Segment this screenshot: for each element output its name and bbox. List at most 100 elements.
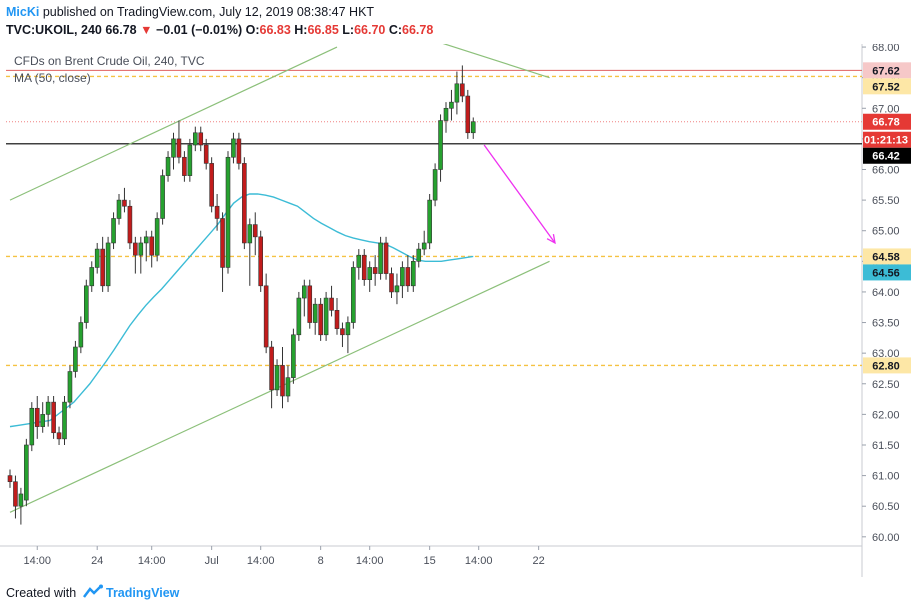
candle-body (345, 322, 351, 336)
ohlc-line: TVC:UKOIL, 240 66.78 ▼ −0.01 (−0.01%) O:… (6, 23, 433, 37)
candle-body (258, 236, 264, 287)
plot-layer (6, 44, 862, 525)
author-link[interactable]: MicKi (6, 5, 40, 19)
candle-body (252, 224, 258, 238)
candle-body (280, 365, 285, 397)
candle-body (198, 132, 204, 146)
chart-header: MicKi published on TradingView.com, July… (0, 0, 920, 44)
candle-body (465, 95, 471, 134)
candle-body (225, 156, 231, 268)
candle-body (24, 444, 29, 501)
candle-body (18, 493, 24, 507)
last-price: 66.78 (105, 23, 137, 37)
candle-body (209, 163, 214, 207)
ma-50-line (9, 193, 474, 428)
candle-body (389, 273, 394, 293)
candle-body (296, 297, 302, 336)
open-label: O: (245, 23, 260, 37)
candle-body (427, 199, 432, 244)
candle-body (372, 267, 378, 274)
candle-body (40, 414, 46, 427)
y-tick-label: 67.00 (872, 103, 900, 115)
candle-body (45, 401, 51, 415)
y-tick-label: 63.50 (872, 318, 900, 330)
candle-body (78, 322, 84, 348)
price-badge (863, 113, 911, 130)
candle-body (62, 401, 67, 440)
candle-body (34, 407, 40, 427)
candle-body (84, 285, 89, 323)
candle-body (470, 121, 476, 134)
x-tick-label: 22 (533, 555, 545, 567)
publish-line: MicKi published on TradingView.com, July… (6, 5, 374, 19)
price-badge-label: 67.52 (872, 81, 900, 93)
candle-body (236, 138, 242, 164)
y-tick-label: 68.00 (872, 44, 900, 54)
candle-body (220, 218, 225, 268)
candle-body (312, 303, 318, 323)
candle-body (182, 156, 187, 176)
down-arrow-icon: ▼ (140, 23, 153, 37)
candle-body (7, 475, 13, 483)
candle-body (122, 199, 127, 207)
tradingview-logo-icon (83, 584, 103, 598)
x-tick-label: 14:00 (247, 555, 275, 567)
candle-body (410, 261, 416, 287)
candle-body (405, 267, 411, 287)
candle-body (94, 248, 100, 268)
candle-body (51, 401, 56, 434)
price-badge-label: 64.58 (872, 251, 900, 263)
candle-body (105, 242, 111, 287)
candle-body (274, 365, 280, 391)
x-tick-label: 15 (424, 555, 436, 567)
created-with-text: Created with (6, 586, 77, 600)
ma-indicator-label[interactable]: MA (50, close) (14, 71, 91, 85)
candle-body (116, 199, 122, 219)
candle-body (13, 481, 18, 507)
candle-body (143, 236, 149, 244)
candle-body (307, 285, 313, 323)
candle-body (29, 407, 35, 446)
candle-body (73, 346, 78, 372)
price-badge-label: 66.78 (872, 117, 900, 129)
candle-body (203, 144, 209, 164)
y-tick-label: 63.00 (872, 348, 900, 360)
candle-body (176, 138, 182, 158)
candle-body (100, 248, 105, 287)
x-tick-label: 14:00 (138, 555, 166, 567)
y-tick-label: 64.00 (872, 287, 900, 299)
candle-body (67, 371, 73, 403)
candle-body (378, 242, 383, 274)
chart-legend: CFDs on Brent Crude Oil, 240, TVC MA (50… (14, 53, 205, 87)
candle-body (138, 242, 144, 256)
price-badge-label: 66.42 (872, 151, 900, 163)
candle-body (133, 242, 138, 256)
price-badge-label: 67.62 (872, 65, 900, 77)
candle-body (187, 144, 193, 176)
y-tick-label: 62.00 (872, 409, 900, 421)
x-tick-label: 14:00 (465, 555, 493, 567)
plot-area (6, 44, 862, 546)
candle-body (285, 377, 291, 397)
tradingview-brand[interactable]: TradingView (106, 586, 180, 600)
candle-body (361, 254, 367, 280)
candle-body (171, 138, 176, 158)
price-badge (863, 147, 911, 164)
price-badge (863, 264, 911, 281)
candle-body (334, 310, 340, 329)
change-value: −0.01 (−0.01%) (155, 23, 243, 37)
y-tick-label: 65.50 (872, 195, 900, 207)
y-tick-label: 61.50 (872, 440, 900, 452)
high-label: H: (294, 23, 308, 37)
candle-body (214, 205, 220, 219)
price-chart[interactable]: 60.00 60.50 61.00 61.50 62.00 62.50 63.00 63.50… (0, 44, 920, 577)
x-tick-label: 14:00 (356, 555, 384, 567)
countdown-badge (863, 131, 911, 148)
candle-body (165, 156, 171, 176)
low-label: L: (342, 23, 355, 37)
candle-body (329, 297, 334, 311)
candle-body (263, 285, 269, 348)
y-tick-label: 61.00 (872, 471, 900, 483)
candle-body (394, 285, 400, 293)
y-tick-label: 60.00 (872, 532, 900, 544)
